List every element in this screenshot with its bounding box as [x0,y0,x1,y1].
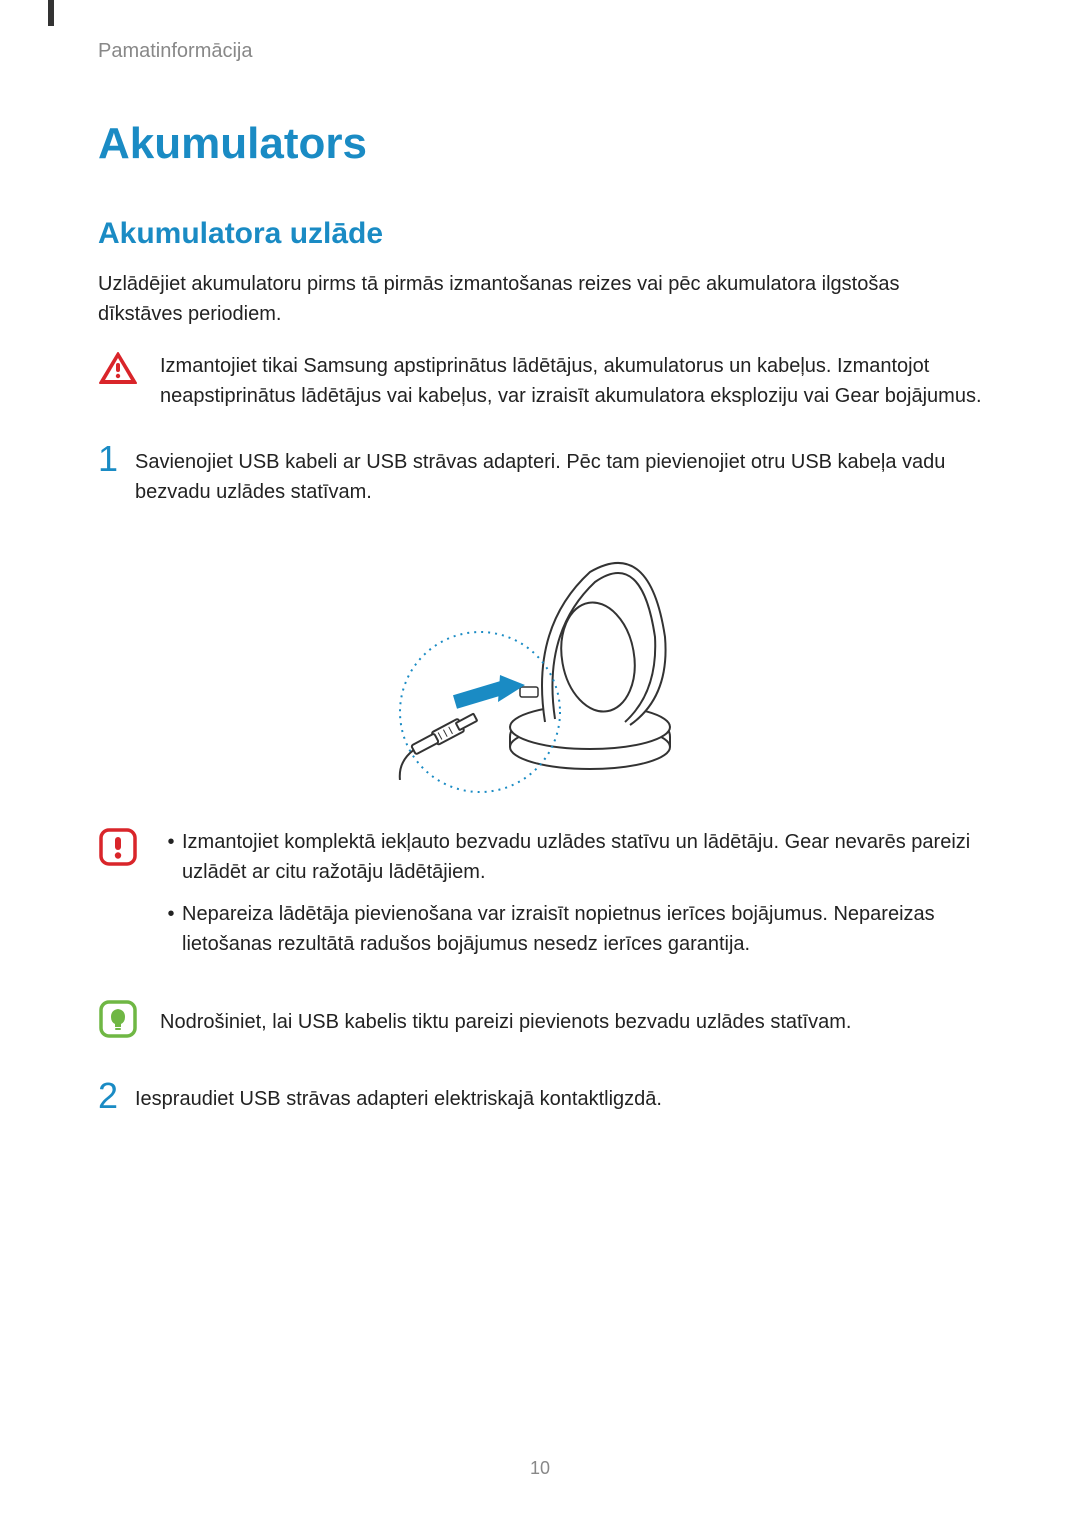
caution-item-2: • Nepareiza lādētāja pievienošana var iz… [160,899,982,959]
charging-diagram [98,527,982,797]
step-2: 2 Iespraudiet USB strāvas adapteri elekt… [98,1084,982,1114]
warning-icon [98,351,142,392]
caution-item-1-text: Izmantojiet komplektā iekļauto bezvadu u… [182,827,982,887]
step-2-text: Iespraudiet USB strāvas adapteri elektri… [135,1084,982,1114]
caution-callout: • Izmantojiet komplektā iekļauto bezvadu… [98,827,982,971]
bullet-dot: • [160,899,182,959]
caution-list: • Izmantojiet komplektā iekļauto bezvadu… [160,827,982,971]
sub-title: Akumulatora uzlāde [98,217,982,251]
step-number-1: 1 [98,441,128,477]
section-header: Pamatinformācija [98,40,982,63]
note-icon [98,999,142,1044]
step-1-text: Savienojiet USB kabeli ar USB strāvas ad… [135,447,982,507]
caution-item-2-text: Nepareiza lādētāja pievienošana var izra… [182,899,982,959]
caution-icon [98,827,142,872]
top-border-mark [48,0,54,26]
caution-item-1: • Izmantojiet komplektā iekļauto bezvadu… [160,827,982,887]
warning-text: Izmantojiet tikai Samsung apstiprinātus … [160,351,982,411]
bullet-dot: • [160,827,182,887]
note-callout: Nodrošiniet, lai USB kabelis tiktu parei… [98,999,982,1044]
main-title: Akumulators [98,119,982,169]
step-number-2: 2 [98,1078,128,1114]
page-number: 10 [0,1458,1080,1479]
note-text: Nodrošiniet, lai USB kabelis tiktu parei… [160,999,851,1037]
warning-callout: Izmantojiet tikai Samsung apstiprinātus … [98,351,982,411]
step-1: 1 Savienojiet USB kabeli ar USB strāvas … [98,447,982,507]
intro-paragraph: Uzlādējiet akumulatoru pirms tā pirmās i… [98,269,982,329]
